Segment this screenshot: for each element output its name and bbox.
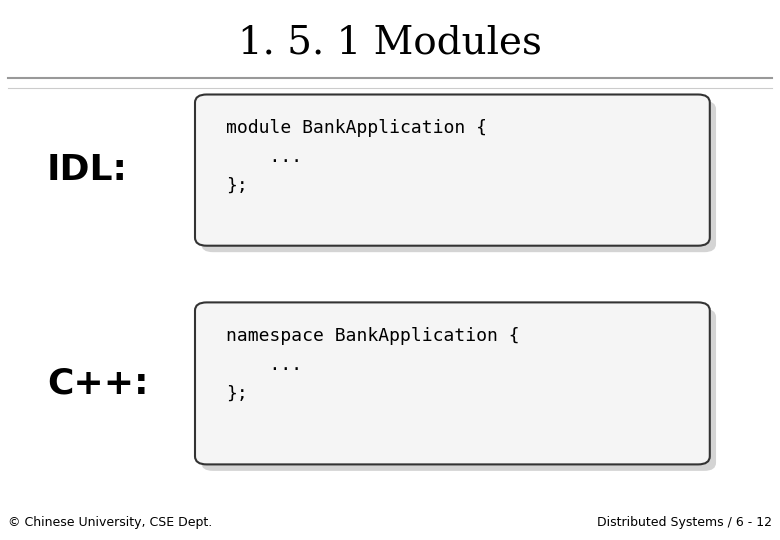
FancyBboxPatch shape (201, 309, 716, 471)
Text: module BankApplication {
    ...
};: module BankApplication { ... }; (226, 119, 488, 195)
Text: IDL:: IDL: (47, 153, 128, 187)
Text: 1. 5. 1 Modules: 1. 5. 1 Modules (238, 25, 542, 62)
FancyBboxPatch shape (195, 302, 710, 464)
Text: C++:: C++: (47, 367, 148, 400)
Text: © Chinese University, CSE Dept.: © Chinese University, CSE Dept. (8, 516, 212, 529)
Text: namespace BankApplication {
    ...
};: namespace BankApplication { ... }; (226, 327, 519, 403)
FancyBboxPatch shape (201, 101, 716, 252)
FancyBboxPatch shape (195, 94, 710, 246)
Text: Distributed Systems / 6 - 12: Distributed Systems / 6 - 12 (597, 516, 772, 529)
